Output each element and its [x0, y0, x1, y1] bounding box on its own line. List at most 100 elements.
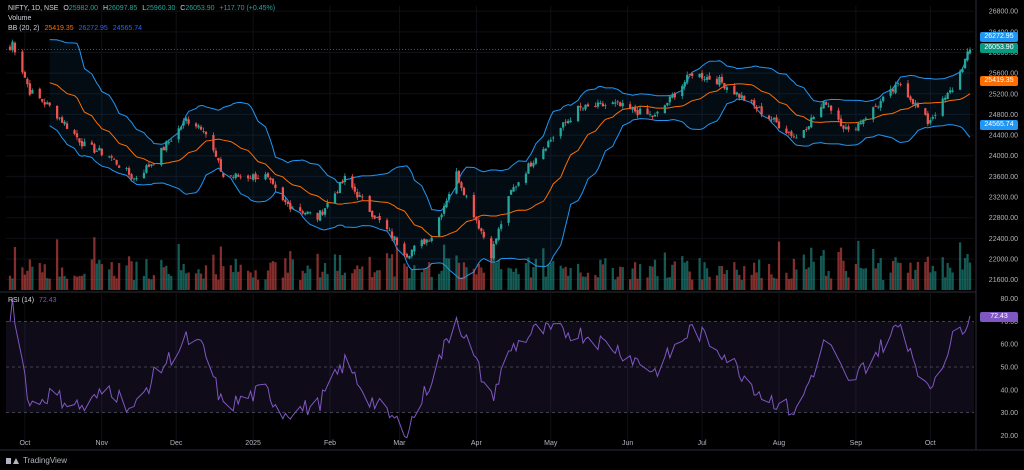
- candle-body: [509, 190, 513, 195]
- candle-body: [673, 93, 676, 98]
- candle-body: [648, 114, 652, 116]
- volume-bar: [41, 272, 44, 290]
- volume-bar: [753, 262, 756, 290]
- candle-body: [167, 142, 170, 144]
- volume-bar: [73, 275, 76, 290]
- candle-body: [130, 174, 133, 179]
- candle-body: [46, 102, 49, 105]
- volume-bar: [651, 266, 654, 290]
- candle-body: [309, 212, 312, 214]
- candle-body: [633, 107, 637, 112]
- volume-bar: [232, 272, 235, 290]
- volume-bar: [56, 239, 59, 290]
- volume-bar: [743, 266, 746, 290]
- rsi-tick-label: 80.00: [1000, 296, 1018, 303]
- volume-bar: [80, 275, 84, 290]
- volume-bar: [755, 272, 758, 290]
- symbol-label[interactable]: NIFTY, 1D, NSE: [8, 5, 59, 12]
- candle-body: [837, 110, 840, 120]
- volume-bar: [430, 276, 433, 290]
- volume-bar: [43, 264, 46, 290]
- price-tick-label: 25600.00: [989, 71, 1018, 78]
- volume-bar: [824, 275, 828, 290]
- volume-legend[interactable]: Volume: [8, 14, 34, 24]
- volume-bar: [291, 259, 294, 290]
- volume-bar: [805, 269, 808, 290]
- volume-bar: [306, 265, 309, 290]
- candle-body: [891, 89, 895, 92]
- bb-lower-value: 24565.74: [112, 25, 142, 32]
- volume-bar: [182, 263, 185, 290]
- candle-body: [93, 144, 96, 153]
- volume-bar: [889, 272, 892, 290]
- volume-bar: [725, 270, 729, 290]
- volume-bar: [219, 246, 222, 290]
- candle-body: [629, 104, 632, 109]
- volume-bar: [326, 274, 329, 290]
- volume-bar: [772, 277, 776, 290]
- volume-bar: [576, 263, 580, 290]
- time-tick-label: Jul: [698, 440, 707, 447]
- time-tick-label: Feb: [324, 440, 336, 447]
- volume-bar: [547, 264, 550, 290]
- volume-bar: [507, 267, 510, 290]
- candle-body: [524, 173, 528, 183]
- rsi-legend[interactable]: RSI (14) 72.43: [8, 296, 60, 306]
- volume-bar: [130, 261, 133, 290]
- candle-body: [408, 256, 411, 259]
- candle-body: [569, 120, 572, 123]
- candle-body: [604, 105, 607, 107]
- candle-body: [251, 174, 255, 180]
- bb-legend[interactable]: BB (20, 2) 25419.35 26272.95 24565.74: [8, 24, 145, 34]
- volume-bar: [822, 249, 825, 290]
- candle-body: [715, 78, 719, 85]
- candle-body: [619, 102, 622, 107]
- candle-body: [820, 107, 823, 117]
- candle-body: [256, 177, 260, 179]
- candle-body: [534, 158, 538, 164]
- volume-bar: [254, 270, 257, 290]
- candle-body: [691, 73, 694, 76]
- volume-bar: [594, 274, 597, 290]
- candle-body: [829, 105, 833, 111]
- candle-body: [718, 77, 721, 86]
- volume-bar: [924, 261, 927, 290]
- volume-bar: [842, 260, 845, 290]
- volume-bar: [309, 268, 312, 290]
- volume-bar: [596, 277, 600, 290]
- volume-bar: [373, 272, 376, 290]
- candle-body: [785, 128, 788, 134]
- volume-bar: [820, 255, 823, 290]
- tradingview-brand: TradingView: [23, 456, 68, 465]
- volume-bar: [420, 272, 423, 290]
- volume-bar: [477, 263, 480, 290]
- candle-body: [254, 173, 257, 180]
- volume-bar: [26, 270, 29, 290]
- tradingview-logo[interactable]: TradingView: [6, 456, 67, 465]
- candle-body: [23, 71, 27, 78]
- candle-body: [961, 69, 964, 72]
- volume-bar: [150, 279, 153, 290]
- volume-bar: [152, 275, 156, 290]
- candle-body: [802, 130, 805, 138]
- volume-bar: [48, 278, 51, 290]
- rsi-tick-label: 50.00: [1000, 365, 1018, 372]
- volume-bar: [542, 248, 545, 290]
- volume-bar: [390, 254, 394, 290]
- candle-body: [896, 83, 900, 85]
- candle-body: [165, 141, 168, 151]
- candle-body: [304, 213, 307, 215]
- candle-body: [544, 148, 547, 151]
- candle-body: [631, 107, 634, 110]
- candle-body: [482, 231, 485, 238]
- time-tick-label: Oct: [925, 440, 936, 447]
- candle-body: [378, 215, 381, 221]
- volume-bar: [199, 273, 203, 290]
- volume-bar: [844, 270, 848, 290]
- candle-body: [274, 184, 277, 189]
- volume-bar: [562, 268, 565, 290]
- bb-band-fill: [49, 39, 970, 279]
- candle-body: [941, 98, 944, 116]
- candle-body: [341, 181, 344, 183]
